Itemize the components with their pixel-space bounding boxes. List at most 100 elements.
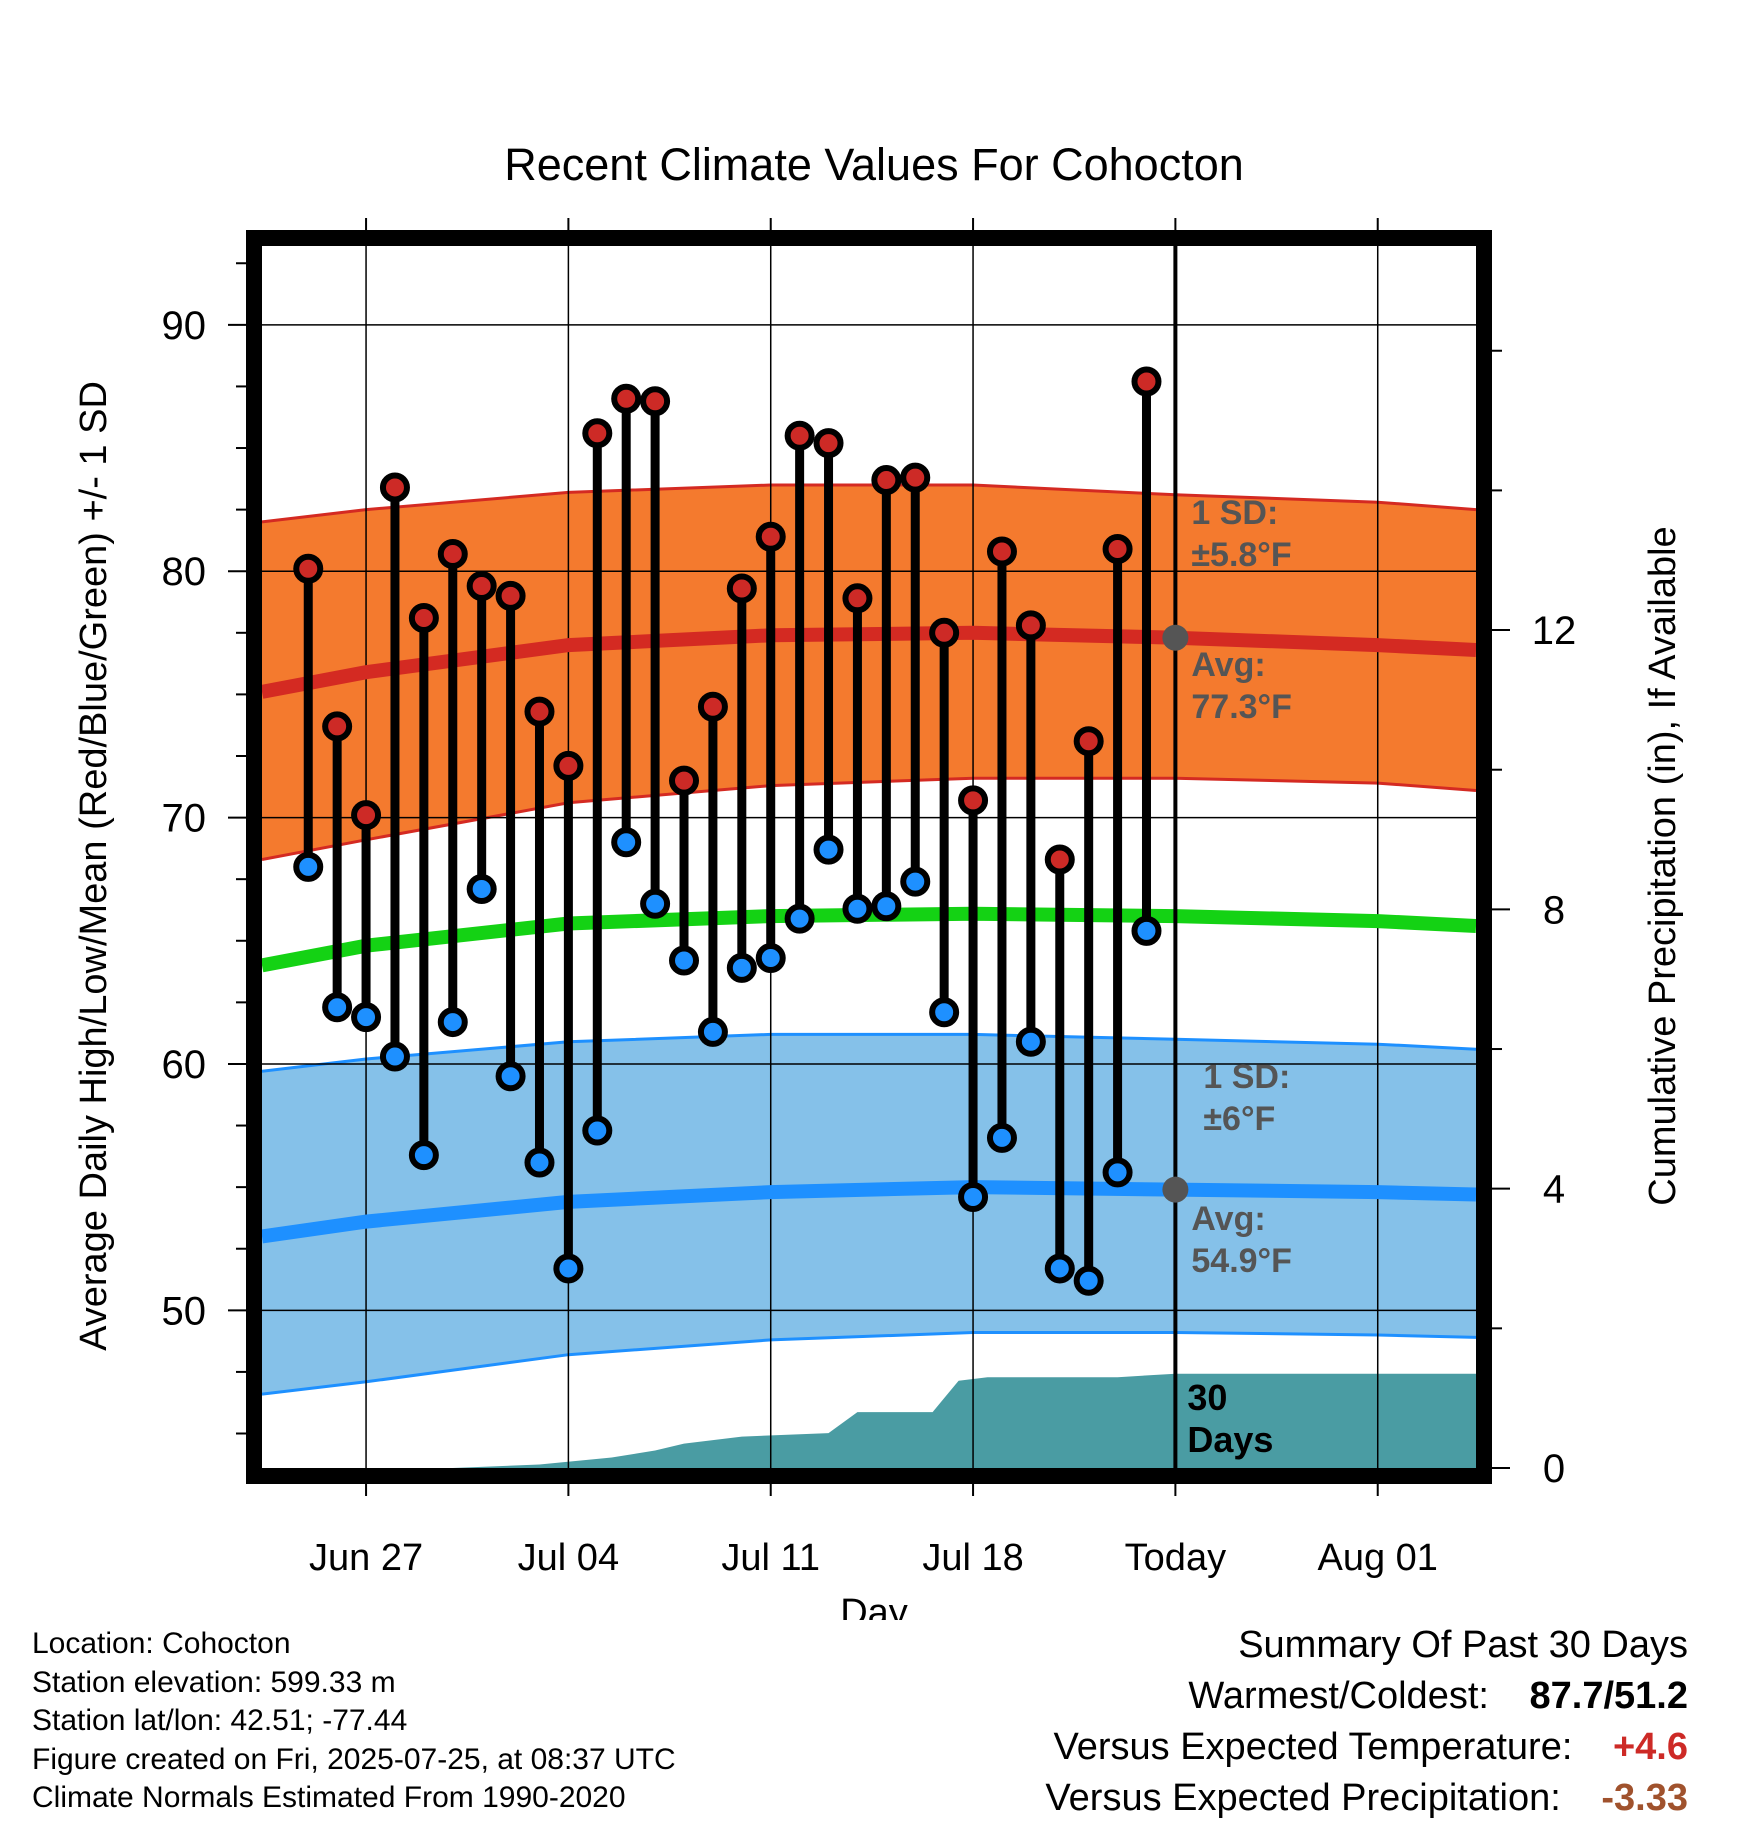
window-label-number: 30 bbox=[1187, 1377, 1227, 1418]
x-tick-label: Jul 04 bbox=[518, 1537, 619, 1579]
y2-tick-label: 0 bbox=[1543, 1447, 1565, 1491]
low-avg-marker bbox=[1162, 1176, 1189, 1203]
daily-high-point bbox=[697, 691, 728, 722]
daily-low-point bbox=[900, 866, 931, 897]
location-text: Location: Cohocton bbox=[32, 1627, 291, 1660]
daily-high-point bbox=[842, 583, 873, 614]
high-sd-band-upper bbox=[262, 483, 1476, 524]
daily-high-point bbox=[553, 750, 584, 781]
daily-high-point bbox=[379, 472, 410, 503]
high-sd-band bbox=[262, 485, 1476, 860]
daily-high-point bbox=[351, 800, 382, 831]
daily-low-point bbox=[1015, 1026, 1046, 1057]
daily-high-point bbox=[669, 765, 700, 796]
daily-high-point bbox=[582, 418, 613, 449]
y2-tick-label: 8 bbox=[1543, 888, 1565, 932]
daily-low-point bbox=[640, 888, 671, 919]
daily-low-point bbox=[1102, 1157, 1133, 1188]
station-info: Location: Cohocton Station elevation: 59… bbox=[32, 1625, 676, 1818]
y-tick-label: 80 bbox=[162, 550, 207, 594]
daily-high-point bbox=[1015, 610, 1046, 641]
latlon-text: Station lat/lon: 42.51; -77.44 bbox=[32, 1704, 408, 1737]
chart-title: Recent Climate Values For Cohocton bbox=[504, 139, 1244, 190]
daily-low-point bbox=[437, 1007, 468, 1038]
climate-chart: Recent Climate Values For Cohocton 1 SD:… bbox=[73, 139, 1684, 1620]
high-avg-label: Avg: bbox=[1191, 646, 1265, 684]
daily-low-point bbox=[813, 834, 844, 865]
daily-high-point bbox=[495, 580, 526, 611]
daily-high-point bbox=[437, 538, 468, 569]
x-axis-label: Day bbox=[840, 1592, 908, 1620]
y2-tick-label: 12 bbox=[1532, 609, 1577, 653]
temp-row: Versus Expected Temperature: +4.6 bbox=[1045, 1722, 1688, 1773]
window-label-unit: Days bbox=[1187, 1419, 1273, 1460]
daily-high-point bbox=[755, 521, 786, 552]
daily-low-point bbox=[755, 943, 786, 974]
x-tick-label: Today bbox=[1125, 1537, 1226, 1579]
daily-high-point bbox=[726, 573, 757, 604]
warm-cold-label: Warmest/Coldest: bbox=[1188, 1675, 1489, 1717]
daily-low-point bbox=[408, 1140, 439, 1171]
daily-high-point bbox=[466, 570, 497, 601]
high-sd-value: ±5.8°F bbox=[1191, 536, 1291, 574]
low-sd-value: ±6°F bbox=[1203, 1100, 1275, 1138]
daily-low-point bbox=[842, 893, 873, 924]
daily-high-point bbox=[524, 696, 555, 727]
daily-low-point bbox=[669, 945, 700, 976]
daily-low-point bbox=[1131, 915, 1162, 946]
daily-low-point bbox=[1073, 1265, 1104, 1296]
daily-low-point bbox=[293, 851, 324, 882]
low-sd-label: 1 SD: bbox=[1203, 1058, 1290, 1096]
daily-low-point bbox=[871, 891, 902, 922]
high-avg-marker bbox=[1162, 624, 1189, 651]
high-normal-line bbox=[262, 625, 1476, 699]
x-tick-label: Jul 18 bbox=[922, 1537, 1023, 1579]
daily-low-point bbox=[322, 992, 353, 1023]
daily-low-point bbox=[611, 827, 642, 858]
daily-high-point bbox=[986, 536, 1017, 567]
plot-frame bbox=[246, 230, 1492, 1484]
daily-low-point bbox=[986, 1122, 1017, 1153]
daily-high-point bbox=[900, 462, 931, 493]
daily-high-point bbox=[640, 386, 671, 417]
low-normal-line bbox=[262, 1180, 1476, 1244]
daily-high-point bbox=[1073, 726, 1104, 757]
daily-high-point bbox=[784, 420, 815, 451]
warm-cold-value: 87.7/51.2 bbox=[1529, 1675, 1688, 1717]
precip-label: Versus Expected Precipitation: bbox=[1045, 1777, 1561, 1819]
daily-low-point bbox=[495, 1061, 526, 1092]
precip-row: Versus Expected Precipitation: -3.33 bbox=[1045, 1773, 1688, 1824]
daily-low-point bbox=[726, 952, 757, 983]
daily-high-point bbox=[611, 383, 642, 414]
daily-low-point bbox=[784, 903, 815, 934]
temp-value: +4.6 bbox=[1612, 1726, 1688, 1768]
low-avg-label: Avg: bbox=[1191, 1200, 1265, 1238]
y-tick-label: 60 bbox=[162, 1043, 207, 1087]
x-tick-label: Jul 11 bbox=[721, 1537, 820, 1579]
y2-tick-label: 4 bbox=[1543, 1168, 1565, 1212]
plot-area bbox=[262, 246, 1476, 1468]
daily-high-point bbox=[408, 603, 439, 634]
daily-high-point bbox=[322, 711, 353, 742]
daily-low-point bbox=[1044, 1253, 1075, 1284]
x-tick-label: Jun 27 bbox=[309, 1537, 423, 1579]
created-text: Figure created on Fri, 2025-07-25, at 08… bbox=[32, 1742, 676, 1776]
summary-panel: Summary Of Past 30 Days Warmest/Coldest:… bbox=[1045, 1620, 1688, 1824]
daily-high-point bbox=[929, 617, 960, 648]
daily-high-point bbox=[1102, 534, 1133, 565]
daily-low-point bbox=[582, 1115, 613, 1146]
high-avg-value: 77.3°F bbox=[1191, 688, 1292, 726]
normals-text: Climate Normals Estimated From 1990-2020 bbox=[32, 1781, 626, 1814]
daily-low-point bbox=[697, 1016, 728, 1047]
daily-high-point bbox=[1131, 366, 1162, 397]
x-tick-label: Aug 01 bbox=[1317, 1537, 1437, 1579]
summary-title: Summary Of Past 30 Days bbox=[1238, 1624, 1688, 1666]
low-sd-band-lower bbox=[262, 1331, 1476, 1396]
daily-low-point bbox=[524, 1147, 555, 1178]
warm-cold-row: Warmest/Coldest: 87.7/51.2 bbox=[1045, 1671, 1688, 1722]
daily-high-point bbox=[958, 785, 989, 816]
mean-normal-line bbox=[262, 906, 1476, 973]
y-axis-label: Average Daily High/Low/Mean (Red/Blue/Gr… bbox=[73, 381, 115, 1351]
elevation-text: Station elevation: 599.33 m bbox=[32, 1665, 396, 1699]
daily-low-point bbox=[929, 997, 960, 1028]
